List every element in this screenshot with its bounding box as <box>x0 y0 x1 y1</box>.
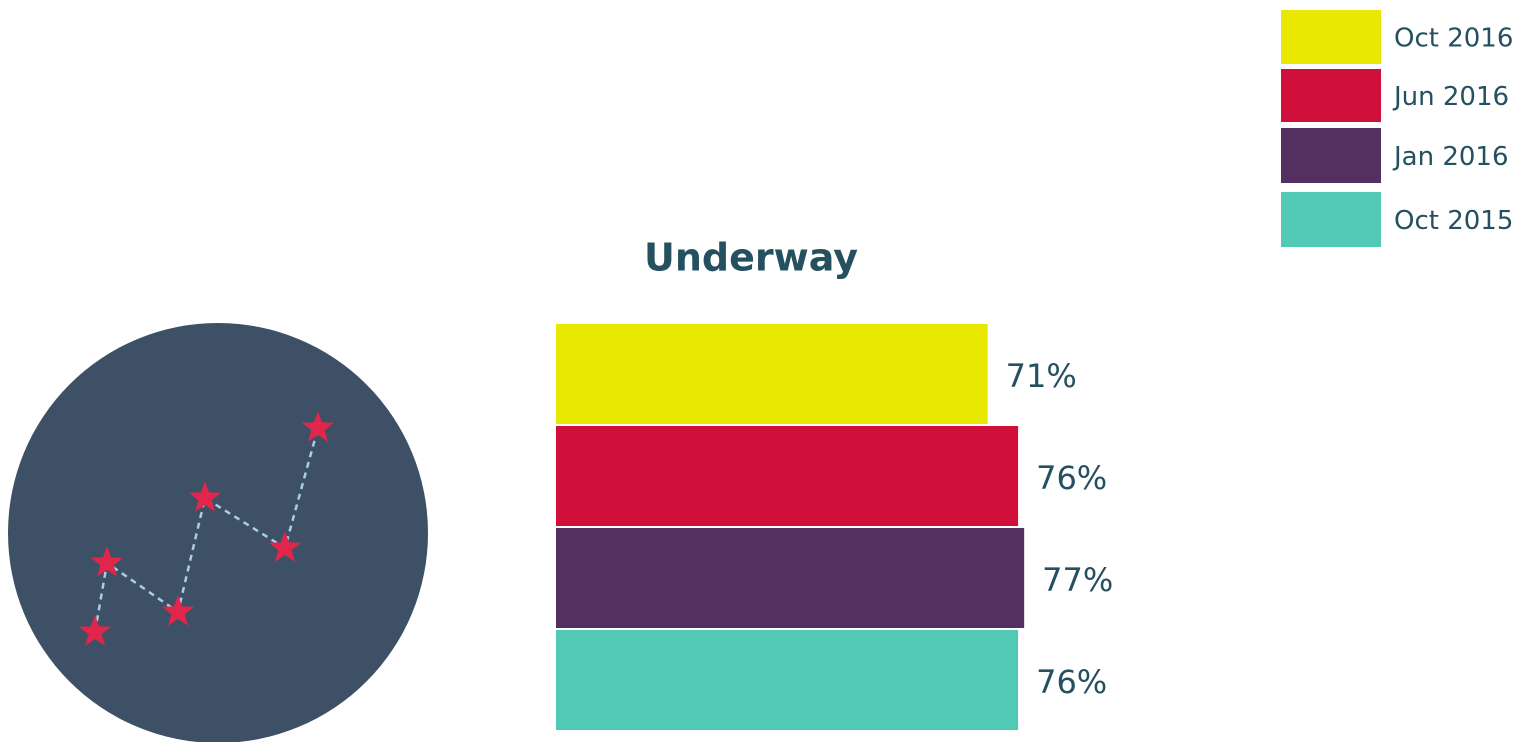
legend-label: Jun 2016 <box>1392 82 1509 112</box>
legend-swatch <box>1281 128 1381 183</box>
legend-swatch <box>1281 10 1381 64</box>
value-label: 71% <box>1006 357 1077 395</box>
legend-swatch <box>1281 69 1381 122</box>
bar <box>556 426 1019 526</box>
legend-label: Oct 2015 <box>1394 206 1513 236</box>
bar <box>556 324 988 424</box>
value-label: 77% <box>1042 561 1113 599</box>
bar <box>556 630 1019 730</box>
legend-label: Oct 2016 <box>1394 24 1513 54</box>
legend-swatch <box>1281 192 1381 247</box>
constellation-line <box>93 427 320 633</box>
chart-title: Underway <box>644 236 858 280</box>
legend-label: Jan 2016 <box>1392 142 1509 172</box>
value-label: 76% <box>1036 459 1107 497</box>
circle-badge <box>8 323 428 742</box>
value-label: 76% <box>1036 663 1107 701</box>
illustration <box>8 323 428 742</box>
bar <box>556 528 1025 628</box>
